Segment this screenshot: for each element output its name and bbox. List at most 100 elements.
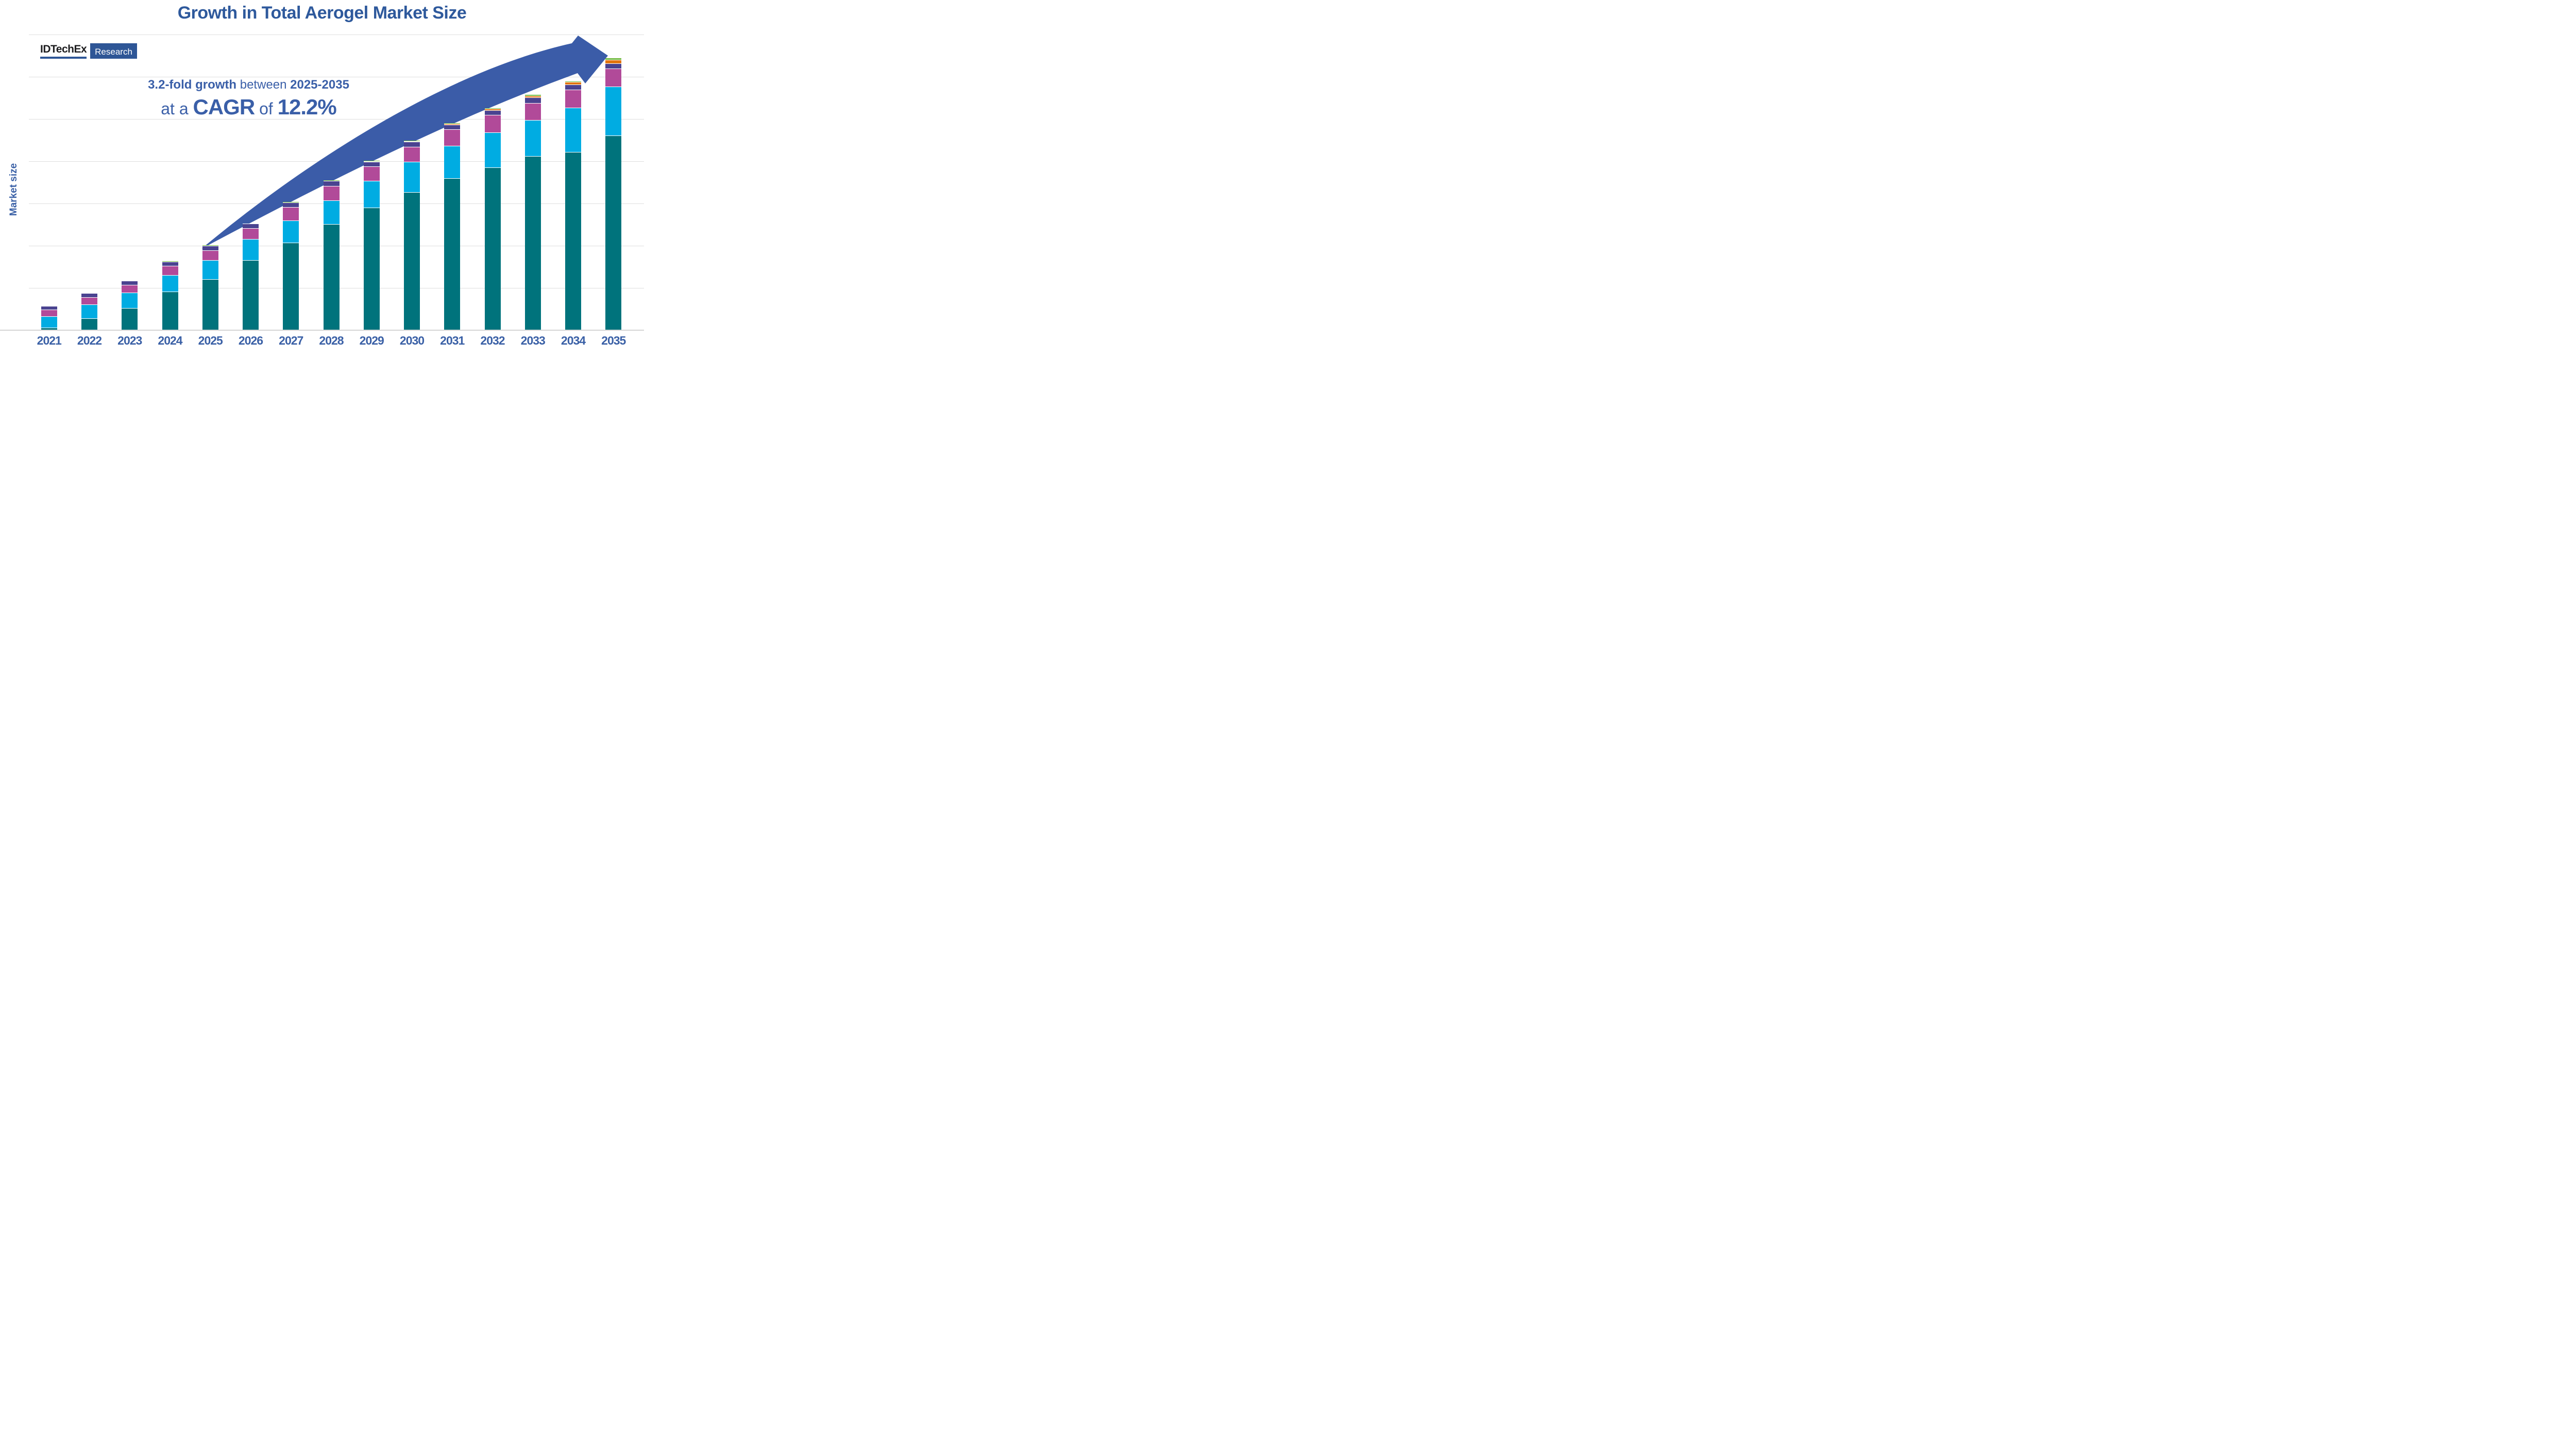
bar-2031-segment-cyan — [444, 146, 461, 179]
gridline — [29, 119, 644, 120]
x-axis-label-2031: 2031 — [440, 334, 465, 347]
bar-2029-segment-purple — [363, 162, 380, 167]
bar-2024-segment-purple — [162, 262, 178, 267]
bar-2031 — [444, 123, 461, 330]
bar-2035 — [605, 58, 622, 330]
bar-2025-segment-green — [202, 245, 218, 246]
bar-2030-segment-magenta — [404, 147, 420, 163]
bar-2030-segment-purple — [404, 142, 420, 147]
bar-2022-segment-cyan — [81, 304, 97, 319]
annotation-fold-growth: 3.2-fold growth — [148, 78, 237, 92]
bar-2022-segment-teal — [81, 318, 97, 330]
logo-wordmark: IDTechEx — [40, 43, 87, 59]
logo-research-badge: Research — [90, 43, 137, 59]
bar-2034-segment-orange — [565, 82, 581, 85]
bar-2033 — [524, 95, 541, 330]
bar-2029-segment-green — [363, 161, 380, 162]
bar-2029 — [363, 161, 380, 330]
bar-2026-segment-green — [243, 223, 259, 225]
bar-2033-segment-orange — [524, 96, 541, 98]
bar-2035-segment-green — [605, 58, 622, 60]
x-axis-label-2028: 2028 — [319, 334, 344, 347]
x-axis-line — [0, 330, 644, 331]
bar-2023-segment-magenta — [122, 285, 138, 294]
bar-2022-segment-green — [81, 293, 97, 294]
bar-2027-segment-magenta — [283, 208, 299, 221]
bar-2033-segment-teal — [524, 156, 541, 330]
bar-2026-segment-magenta — [243, 228, 259, 240]
bar-2024-segment-teal — [162, 292, 178, 330]
bar-2025-segment-purple — [202, 246, 218, 251]
bar-2032-segment-cyan — [484, 133, 501, 168]
bar-2022 — [81, 293, 97, 330]
bar-2033-segment-purple — [524, 98, 541, 104]
aerogel-market-chart: Growth in Total Aerogel Market Size IDTe… — [0, 0, 644, 362]
bar-2035-segment-magenta — [605, 69, 622, 88]
bars-layer — [0, 0, 644, 362]
logo-brand-text: IDTechEx — [40, 43, 87, 55]
bar-2025-segment-teal — [202, 279, 218, 330]
bar-2030-segment-green — [404, 140, 420, 142]
bar-2035-segment-cyan — [605, 87, 622, 136]
bar-2025-segment-cyan — [202, 260, 218, 280]
bar-2031-segment-orange — [444, 124, 461, 125]
bar-2029-segment-teal — [363, 208, 380, 330]
bar-2028 — [323, 180, 340, 330]
page-title: Growth in Total Aerogel Market Size — [177, 3, 467, 23]
x-axis-label-2021: 2021 — [37, 334, 62, 347]
bar-2031-segment-green — [444, 123, 461, 124]
bar-2024-segment-cyan — [162, 275, 178, 292]
bar-2034-segment-green — [565, 81, 581, 82]
bar-2027 — [283, 201, 299, 330]
bar-2028-segment-teal — [323, 225, 340, 330]
bar-2033-segment-magenta — [524, 103, 541, 121]
bar-2032-segment-magenta — [484, 115, 501, 133]
bar-2028-segment-cyan — [323, 200, 340, 225]
bar-2033-segment-green — [524, 95, 541, 96]
bar-2023 — [122, 280, 138, 330]
bar-2034 — [565, 81, 581, 330]
bar-2021-segment-cyan — [41, 316, 57, 328]
x-axis-label-2027: 2027 — [279, 334, 303, 347]
bar-2027-segment-teal — [283, 243, 299, 330]
bar-2035-segment-orange — [605, 60, 622, 64]
annotation-cagr: CAGR — [193, 95, 256, 119]
bar-2021-segment-purple — [41, 306, 57, 310]
bar-2022-segment-purple — [81, 294, 97, 298]
bar-2034-segment-cyan — [565, 108, 581, 152]
bar-2023-segment-cyan — [122, 293, 138, 309]
bar-2029-segment-magenta — [363, 166, 380, 181]
bar-2026 — [243, 223, 259, 330]
x-axis-label-2035: 2035 — [601, 334, 626, 347]
bar-2032-segment-green — [484, 108, 501, 109]
annotation-between: between — [236, 78, 291, 92]
bar-2029-segment-cyan — [363, 181, 380, 208]
bar-2032-segment-purple — [484, 110, 501, 116]
bar-2030-segment-cyan — [404, 162, 420, 193]
bar-2026-segment-teal — [243, 260, 259, 330]
bar-2027-segment-purple — [283, 202, 299, 208]
bar-2028-segment-magenta — [323, 186, 340, 201]
bar-2026-segment-cyan — [243, 240, 259, 261]
annotation-at-a: at a — [161, 99, 193, 118]
annotation-cagr-value: 12.2% — [277, 95, 337, 119]
bar-2034-segment-magenta — [565, 90, 581, 108]
bar-2034-segment-teal — [565, 152, 581, 330]
bar-2030-segment-orange — [404, 141, 420, 143]
logo-underline — [40, 57, 87, 59]
bar-2031-segment-magenta — [444, 129, 461, 146]
x-axis-label-2025: 2025 — [198, 334, 223, 347]
growth-annotation: 3.2-fold growth between 2025-2035 at a C… — [131, 77, 366, 121]
bar-2024-segment-magenta — [162, 266, 178, 276]
x-axis-label-2034: 2034 — [561, 334, 586, 347]
bar-2023-segment-green — [122, 280, 138, 281]
bar-2026-segment-purple — [243, 224, 259, 229]
x-axis-label-2023: 2023 — [117, 334, 142, 347]
annotation-line-1: 3.2-fold growth between 2025-2035 — [131, 77, 366, 93]
bar-2024 — [162, 261, 178, 330]
bar-2021-segment-teal — [41, 328, 57, 330]
bar-2031-segment-teal — [444, 178, 461, 330]
y-axis-label: Market size — [8, 163, 19, 216]
bar-2027-segment-cyan — [283, 220, 299, 244]
x-axis-label-2032: 2032 — [480, 334, 505, 347]
